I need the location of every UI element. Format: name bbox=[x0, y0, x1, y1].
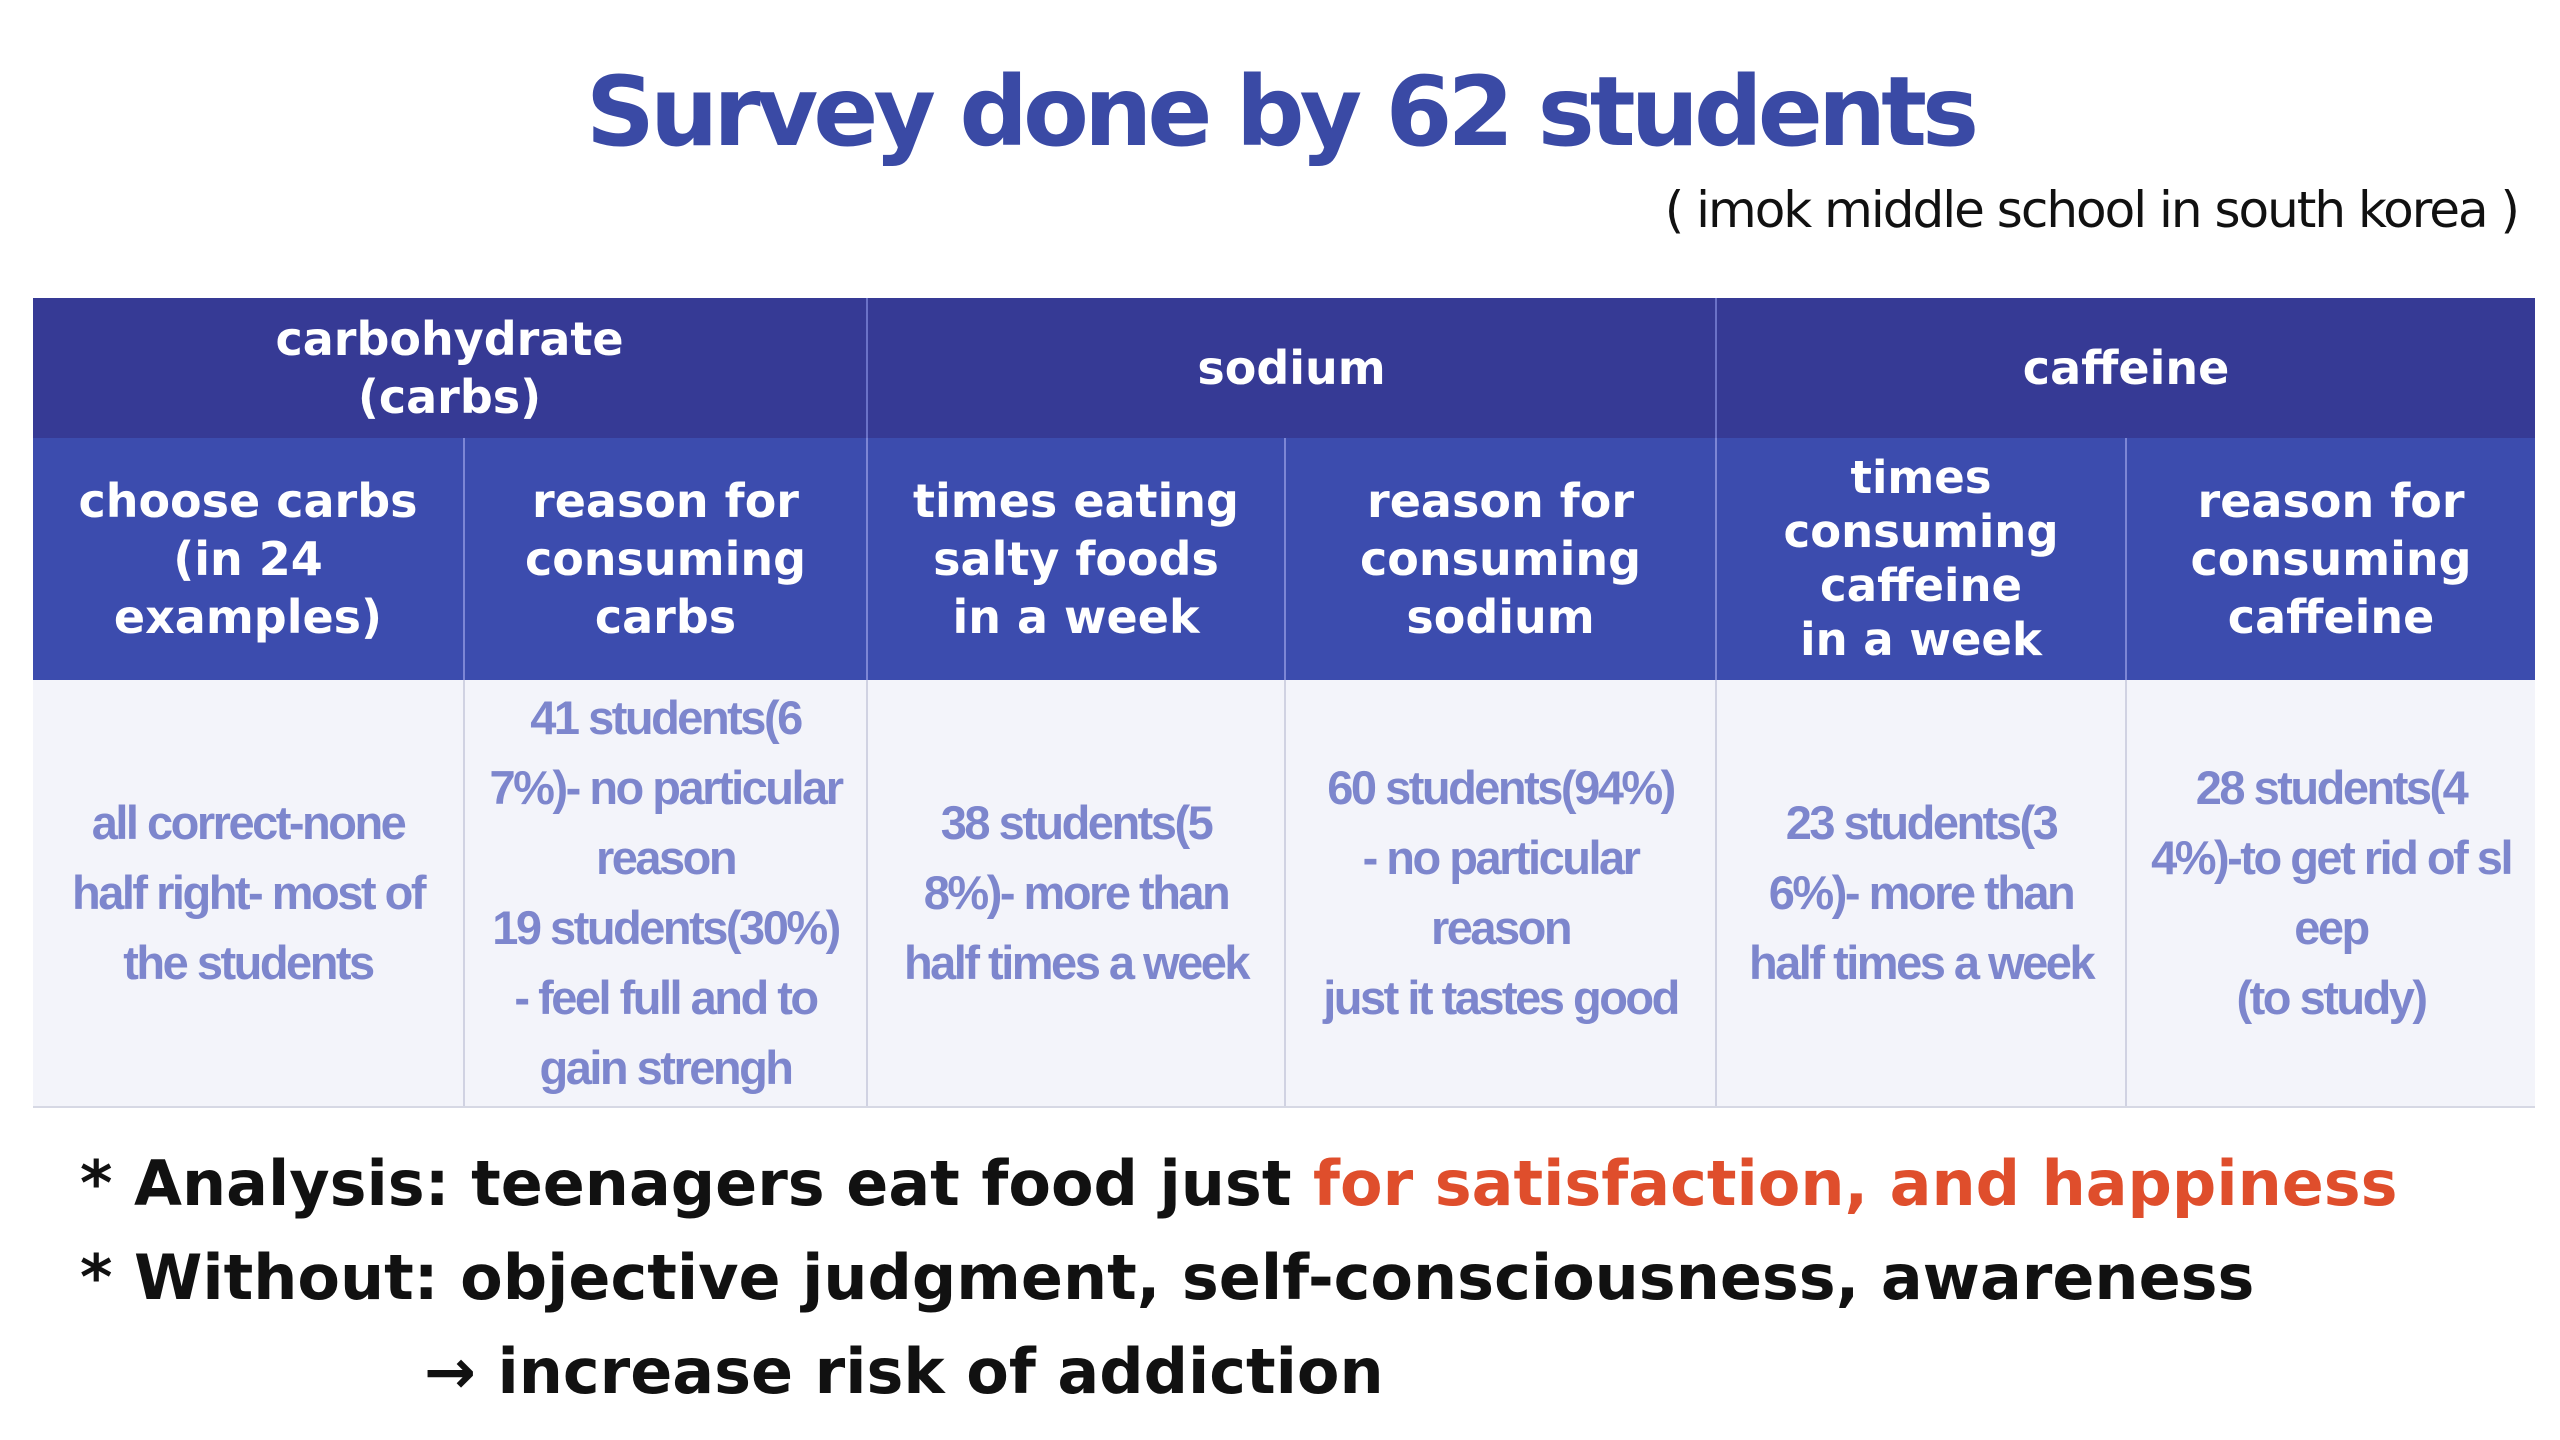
group-header-row: carbohydrate (carbs) sodium caffeine bbox=[33, 298, 2536, 438]
group-header-caffeine: caffeine bbox=[1715, 298, 2536, 438]
conclusion-line: → increase risk of addiction bbox=[424, 1335, 1384, 1408]
cell-reason-sodium: 60 students(94%) - no particular reason … bbox=[1284, 680, 1717, 1108]
group-header-carbohydrate: carbohydrate (carbs) bbox=[33, 298, 868, 438]
column-header-label: times consuming caffeine in a week bbox=[1783, 451, 2059, 666]
cell-times-salty: 38 students(5 8%)- more than half times … bbox=[866, 680, 1286, 1108]
group-header-label: carbohydrate (carbs) bbox=[275, 312, 624, 424]
without-line: * Without: objective judgment, self-cons… bbox=[80, 1241, 2255, 1314]
column-header-reason-sodium: reason for consuming sodium bbox=[1284, 438, 1717, 680]
page-subtitle: ( imok middle school in south korea ) bbox=[1664, 181, 2520, 239]
column-header-label: reason for consuming caffeine bbox=[2190, 474, 2472, 644]
group-header-label: sodium bbox=[1197, 341, 1386, 395]
cell-reason-caffeine: 28 students(4 4%)-to get rid of sl eep (… bbox=[2125, 680, 2536, 1108]
analysis-line: * Analysis: teenagers eat food just for … bbox=[80, 1144, 2398, 1224]
column-header-reason-caffeine: reason for consuming caffeine bbox=[2125, 438, 2536, 680]
cell-choose-carbs: all correct-none half right- most of the… bbox=[33, 680, 464, 1108]
column-header-label: times eating salty foods in a week bbox=[913, 474, 1239, 644]
column-header-times-salty: times eating salty foods in a week bbox=[866, 438, 1286, 680]
analysis-highlight: for satisfaction, and happiness bbox=[1313, 1147, 2398, 1220]
page-title: Survey done by 62 students bbox=[585, 56, 1979, 168]
column-header-row: choose carbs (in 24 examples) reason for… bbox=[33, 438, 2536, 680]
column-header-label: choose carbs (in 24 examples) bbox=[78, 474, 418, 644]
column-header-label: reason for consuming carbs bbox=[524, 474, 807, 644]
survey-table: carbohydrate (carbs) sodium caffeine cho… bbox=[33, 298, 2536, 1108]
table-row: all correct-none half right- most of the… bbox=[33, 680, 2536, 1108]
group-header-label: caffeine bbox=[2022, 341, 2230, 395]
cell-times-caffeine: 23 students(3 6%)- more than half times … bbox=[1715, 680, 2127, 1108]
column-header-reason-carbs: reason for consuming carbs bbox=[462, 438, 868, 680]
column-header-choose-carbs: choose carbs (in 24 examples) bbox=[33, 438, 464, 680]
group-header-sodium: sodium bbox=[866, 298, 1717, 438]
column-header-times-caffeine: times consuming caffeine in a week bbox=[1715, 438, 2127, 680]
column-header-label: reason for consuming sodium bbox=[1359, 474, 1642, 644]
cell-reason-carbs: 41 students(6 7%)- no particular reason … bbox=[462, 680, 868, 1108]
analysis-text: * Analysis: teenagers eat food just bbox=[80, 1147, 1314, 1220]
